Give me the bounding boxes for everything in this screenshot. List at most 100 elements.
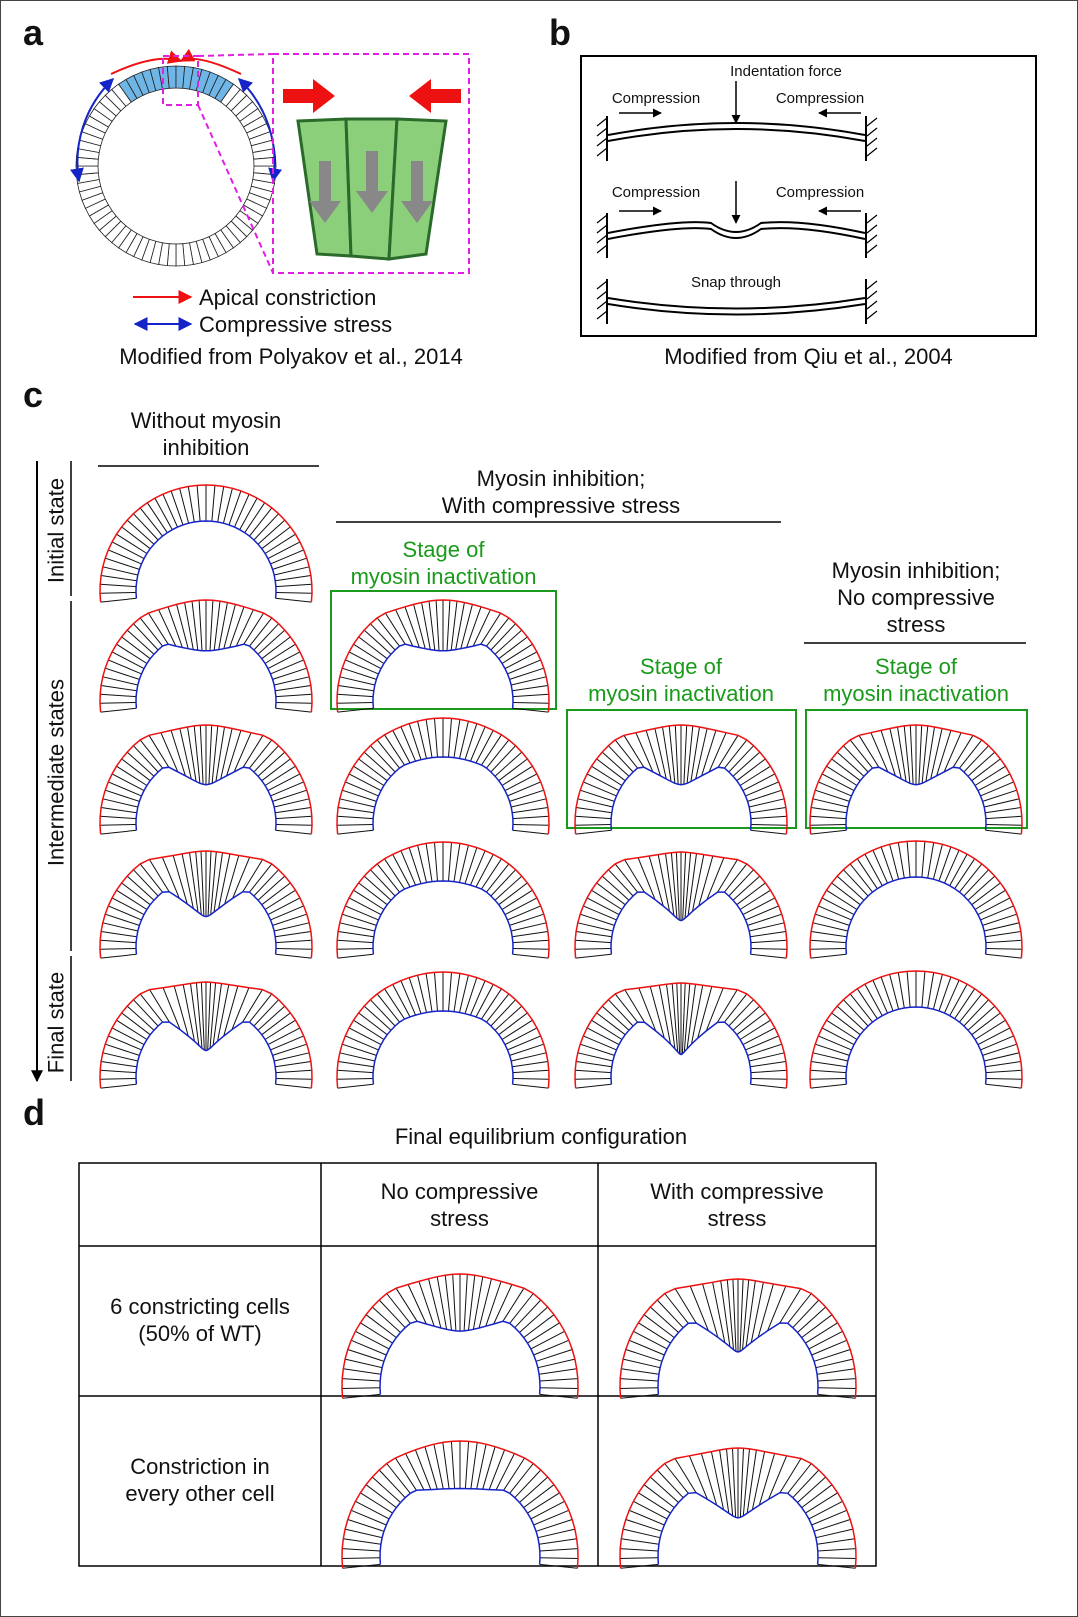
- cell-wall: [978, 774, 1010, 791]
- cell-wall: [623, 1529, 660, 1538]
- cell-wall: [512, 808, 548, 813]
- cell-wall: [583, 782, 616, 796]
- cell-wall: [751, 940, 787, 942]
- cell-wall: [273, 558, 307, 569]
- cell-wall: [983, 1044, 1017, 1055]
- cell-wall: [489, 1450, 504, 1490]
- cell-wall: [349, 898, 381, 915]
- cell-wall: [684, 725, 687, 784]
- cell-wall: [843, 746, 868, 772]
- cell-wall: [338, 1062, 374, 1067]
- cell-wall: [103, 677, 138, 685]
- cell-wall: [364, 1006, 391, 1030]
- cell-wall: [644, 1315, 674, 1338]
- cell-wall: [816, 1529, 853, 1538]
- cell-wall: [250, 994, 272, 1022]
- cell-wall: [749, 799, 784, 807]
- cell-wall: [978, 898, 1010, 915]
- cell-wall: [832, 759, 861, 781]
- cell-wall: [236, 610, 253, 646]
- cell-wall: [811, 808, 847, 813]
- cell-wall: [822, 898, 854, 915]
- cell-wall: [981, 1036, 1014, 1050]
- cell-wall: [865, 854, 882, 886]
- cell-wall: [740, 890, 770, 909]
- cell-wall: [456, 603, 465, 650]
- cell-wall: [451, 601, 457, 650]
- cell-wall: [338, 686, 374, 691]
- cell-wall: [405, 607, 419, 648]
- cell-wall: [850, 864, 872, 892]
- cell-wall: [117, 644, 147, 663]
- cell-wall: [733, 1448, 736, 1517]
- cell-wall: [513, 694, 549, 696]
- cell-wall: [150, 990, 170, 1023]
- cell-wall: [513, 1084, 549, 1088]
- cell-wall: [746, 906, 779, 920]
- cell-wall: [802, 1315, 832, 1338]
- cell-wall: [495, 630, 522, 654]
- cell-wall: [505, 1028, 537, 1045]
- cell-wall: [133, 1000, 158, 1026]
- cell-wall: [510, 668, 544, 679]
- cell-wall: [210, 983, 216, 1049]
- stage-label: Stage of myosin inactivation: [796, 653, 1036, 707]
- cell-wall: [262, 1013, 291, 1035]
- cell-wall: [258, 520, 285, 544]
- cell-wall: [811, 954, 847, 958]
- cell-wall: [928, 843, 934, 879]
- cell-wall: [454, 843, 460, 881]
- cell-wall: [750, 932, 786, 937]
- cell-wall: [275, 686, 311, 691]
- cell-wall: [342, 1388, 380, 1389]
- cell-wall: [737, 883, 766, 905]
- cell-wall: [950, 984, 967, 1016]
- basal-surface: [136, 644, 276, 708]
- cell-wall: [540, 1558, 578, 1559]
- cell-wall: [633, 1331, 667, 1349]
- cell-wall: [265, 766, 295, 785]
- cell-wall: [748, 914, 782, 925]
- basal-surface: [373, 1011, 513, 1084]
- cell-wall: [811, 1062, 847, 1067]
- cell-wall: [811, 1084, 847, 1088]
- cell-wall: [985, 808, 1021, 813]
- stage-label: Stage of myosin inactivation: [561, 653, 801, 707]
- cell-wall: [212, 485, 215, 521]
- cell-wall: [818, 1379, 856, 1381]
- cell-wall: [751, 1070, 787, 1072]
- cell-wall: [928, 973, 934, 1009]
- cell-wall: [505, 652, 537, 669]
- cell-wall: [100, 584, 136, 586]
- cell-wall: [793, 1300, 819, 1328]
- cell-wall: [964, 1000, 989, 1026]
- cell-wall: [524, 1485, 554, 1508]
- cell-wall: [258, 752, 285, 776]
- cell-wall: [426, 973, 432, 1011]
- cell-wall: [857, 989, 877, 1019]
- cell-wall: [725, 994, 747, 1022]
- cell-wall: [733, 876, 760, 900]
- ring-diagram: [76, 66, 276, 266]
- row-label: Final state: [43, 873, 70, 1173]
- cell-wall: [340, 923, 375, 931]
- cell-wall: [276, 954, 312, 958]
- cell-wall: [898, 973, 904, 1009]
- cell-wall: [276, 825, 312, 826]
- cell-wall: [922, 841, 925, 877]
- cell-wall: [597, 883, 626, 905]
- cell-wall: [575, 1070, 611, 1072]
- cell-wall: [576, 830, 612, 834]
- cell-wall: [345, 782, 378, 796]
- cell-wall: [816, 1359, 853, 1368]
- cell-wall: [981, 906, 1014, 920]
- cell-wall: [597, 759, 626, 781]
- basal-surface: [136, 521, 276, 598]
- cell-wall: [806, 1323, 838, 1343]
- cell-wall: [633, 1501, 667, 1519]
- cell-wall: [922, 971, 925, 1007]
- cell-wall: [491, 1000, 516, 1026]
- cell-wall: [396, 610, 413, 646]
- cell-wall: [364, 630, 391, 654]
- cell-wall: [960, 864, 982, 892]
